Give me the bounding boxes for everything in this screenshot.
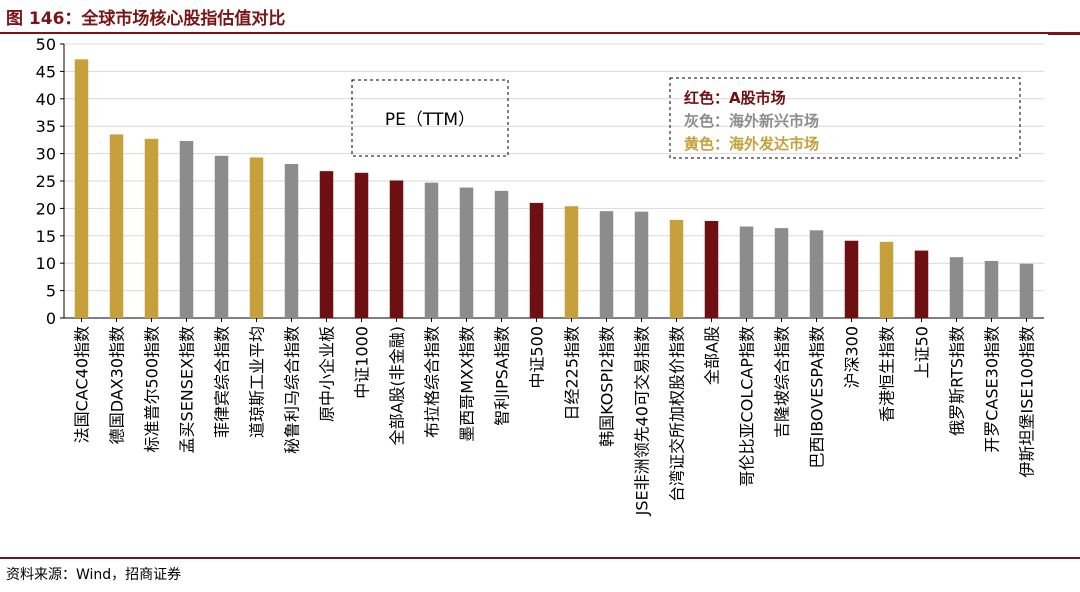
header-rule-accent — [1048, 32, 1080, 35]
x-tick-label: 中证1000 — [353, 326, 372, 399]
x-tick-label: JSE非洲领先40可交易指数 — [633, 326, 652, 516]
bar — [739, 226, 754, 318]
x-tick-label: 秘鲁利马综合指数 — [283, 326, 302, 454]
x-tick-label: 德国DAX30指数 — [108, 326, 127, 444]
y-tick-label: 50 — [36, 35, 56, 54]
figure-title: 图 146：全球市场核心股指估值对比 — [6, 9, 286, 29]
bar — [879, 241, 894, 318]
x-tick-label: 俄罗斯RTS指数 — [948, 326, 967, 436]
x-tick-label: 上证50 — [913, 326, 932, 378]
x-tick-label: 伊斯坦堡ISE100指数 — [1018, 326, 1037, 478]
bar — [914, 250, 929, 318]
bar — [949, 257, 964, 318]
bar — [249, 157, 264, 318]
bar — [774, 228, 789, 318]
bar — [179, 140, 194, 318]
bar — [459, 187, 474, 318]
bar — [984, 261, 999, 318]
x-tick-label: 智利IPSA指数 — [493, 326, 512, 426]
y-tick-label: 10 — [36, 254, 56, 273]
bar — [809, 230, 824, 318]
x-tick-label: 吉隆坡综合指数 — [773, 326, 792, 438]
bar — [1019, 263, 1034, 318]
bar — [144, 138, 159, 318]
x-tick-label: 菲律宾综合指数 — [213, 326, 232, 438]
x-tick-label: 标准普尔500指数 — [143, 326, 162, 453]
y-tick-label: 35 — [36, 117, 56, 136]
bar — [284, 164, 299, 318]
x-tick-label: 开罗CASE30指数 — [983, 326, 1002, 453]
x-tick-label: 墨西哥MXX指数 — [458, 326, 477, 442]
x-tick-label: 台湾证交所加权股价指数 — [668, 326, 687, 502]
legend-box — [669, 77, 1021, 159]
bar — [529, 202, 544, 318]
x-tick-label: 布拉格综合指数 — [423, 326, 442, 438]
bar — [389, 180, 404, 318]
y-tick-label: 0 — [46, 309, 56, 328]
x-tick-label: 全部A股(非金融) — [388, 326, 407, 445]
x-tick-label: 韩国KOSPI2指数 — [598, 326, 617, 447]
bar — [844, 240, 859, 318]
bar — [109, 134, 124, 318]
header: 图 146：全球市场核心股指估值对比 — [0, 0, 1080, 35]
bar — [354, 172, 369, 318]
bar — [74, 59, 89, 319]
x-tick-label: 全部A股 — [703, 326, 722, 385]
chart-title-box — [351, 79, 509, 157]
legend-entry: 红色：A股市场 — [684, 89, 786, 107]
y-tick-label: 40 — [36, 90, 56, 109]
footer-rule — [0, 557, 1080, 559]
legend-entry: 灰色：海外新兴市场 — [684, 112, 819, 130]
bar — [704, 221, 719, 318]
bar — [669, 219, 684, 318]
y-tick-label: 20 — [36, 199, 56, 218]
x-tick-label: 香港恒生指数 — [878, 326, 897, 422]
bar — [494, 190, 509, 318]
source-note: 资料来源：Wind，招商证券 — [6, 567, 182, 583]
y-tick-label: 30 — [36, 145, 56, 164]
bar — [214, 155, 229, 318]
bar — [634, 211, 649, 318]
x-tick-label: 日经225指数 — [563, 326, 582, 421]
x-tick-label: 孟买SENSEX指数 — [178, 326, 197, 453]
x-tick-label: 哥伦比亚COLCAP指数 — [738, 326, 757, 486]
y-tick-label: 45 — [36, 62, 56, 81]
y-tick-label: 15 — [36, 227, 56, 246]
bar — [599, 211, 614, 318]
x-tick-label: 原中小企业板 — [318, 326, 337, 422]
chart-title: PE（TTM） — [385, 110, 475, 130]
x-tick-label: 道琼斯工业平均 — [248, 326, 267, 438]
x-tick-label: 法国CAC40指数 — [73, 326, 92, 443]
x-tick-label: 沪深300 — [843, 326, 862, 389]
bar — [424, 182, 439, 318]
legend-entry: 黄色：海外发达市场 — [684, 135, 819, 153]
y-tick-label: 5 — [46, 282, 56, 301]
bar — [564, 206, 579, 318]
header-rule — [0, 32, 1080, 34]
bar-chart: 0 5 10 15 20 25 30 35 40 45 50 法国CAC40指数 德国DAX30指数 标准… — [36, 35, 1044, 516]
x-tick-label: 中证500 — [528, 326, 547, 389]
y-tick-label: 25 — [36, 172, 56, 191]
bar — [319, 171, 334, 318]
x-tick-label: 巴西IBOVESPA指数 — [808, 326, 827, 469]
